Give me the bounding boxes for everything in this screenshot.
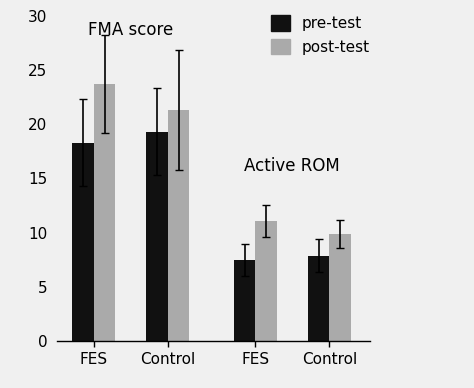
Bar: [329, 234, 351, 341]
Bar: [168, 110, 190, 341]
Bar: [255, 221, 277, 341]
Bar: [73, 143, 94, 341]
Bar: [146, 132, 168, 341]
Text: FMA score: FMA score: [88, 21, 173, 39]
Legend: pre-test, post-test: pre-test, post-test: [265, 9, 376, 61]
Bar: [94, 84, 115, 341]
Text: Active ROM: Active ROM: [245, 157, 340, 175]
Bar: [308, 256, 329, 341]
Bar: [234, 260, 255, 341]
